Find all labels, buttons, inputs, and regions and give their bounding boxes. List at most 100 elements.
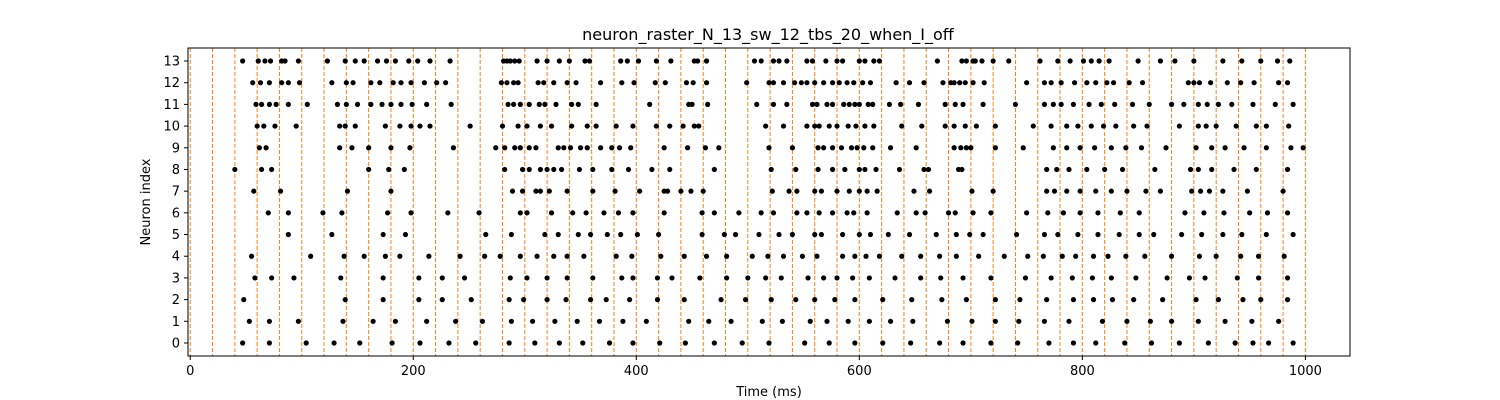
spike-marker xyxy=(629,253,635,259)
spike-marker xyxy=(1201,210,1207,216)
spike-marker xyxy=(980,101,986,107)
spike-marker xyxy=(739,340,745,346)
spike-marker xyxy=(541,80,547,86)
spike-marker xyxy=(534,58,540,64)
spike-marker xyxy=(887,318,894,324)
spike-marker xyxy=(1284,80,1291,86)
spike-marker xyxy=(619,275,625,281)
spike-marker xyxy=(711,340,717,346)
spike-marker xyxy=(537,166,543,173)
spike-marker xyxy=(406,58,412,64)
spike-marker xyxy=(1104,80,1110,86)
spike-marker xyxy=(940,80,946,86)
spike-marker xyxy=(1195,166,1201,173)
spike-marker xyxy=(267,58,274,64)
spike-marker xyxy=(524,210,530,216)
spike-marker xyxy=(544,58,550,64)
spike-marker xyxy=(254,123,260,129)
spike-marker xyxy=(864,210,870,216)
spike-marker xyxy=(908,340,914,346)
spike-marker xyxy=(846,188,852,194)
spike-marker xyxy=(1284,275,1291,281)
spike-marker xyxy=(992,318,998,324)
x-tick-label: 800 xyxy=(1070,364,1095,379)
spike-marker xyxy=(334,101,341,107)
y-tick-label: 5 xyxy=(172,228,180,243)
spike-marker xyxy=(990,58,996,64)
spike-marker xyxy=(502,166,508,173)
spike-marker xyxy=(776,58,782,64)
spike-marker xyxy=(505,101,511,107)
spike-marker xyxy=(814,253,820,259)
spike-marker xyxy=(266,80,273,86)
spike-marker xyxy=(962,123,968,129)
spike-marker xyxy=(1191,80,1197,86)
spike-marker xyxy=(963,297,969,303)
spike-marker xyxy=(256,145,262,151)
spike-marker xyxy=(329,231,335,238)
spike-marker xyxy=(690,80,696,86)
spike-marker xyxy=(816,123,822,129)
spike-marker xyxy=(1041,101,1048,107)
spike-marker xyxy=(856,188,862,194)
spike-marker xyxy=(906,80,913,86)
spike-marker xyxy=(1055,231,1061,238)
spike-marker xyxy=(498,80,504,86)
spike-marker xyxy=(668,58,674,64)
spike-marker xyxy=(976,253,982,259)
spike-marker xyxy=(409,101,415,107)
spike-marker xyxy=(979,58,985,64)
spike-marker xyxy=(534,253,540,259)
spike-marker xyxy=(558,166,565,173)
spike-marker xyxy=(1250,101,1256,107)
spike-marker xyxy=(1290,231,1296,238)
spike-marker xyxy=(630,340,636,346)
spike-marker xyxy=(829,80,836,86)
spike-marker xyxy=(604,231,610,238)
spike-marker xyxy=(468,297,474,303)
spike-marker xyxy=(1044,297,1050,303)
spike-marker xyxy=(483,231,489,238)
spike-marker xyxy=(667,166,673,173)
spike-marker xyxy=(343,80,349,86)
spike-marker xyxy=(1030,123,1036,129)
spike-marker xyxy=(934,58,940,64)
spike-marker xyxy=(918,253,924,259)
spike-marker xyxy=(257,80,264,86)
spike-marker xyxy=(263,145,269,151)
spike-marker xyxy=(812,231,818,238)
spike-marker xyxy=(408,123,414,129)
spike-marker xyxy=(1108,145,1114,151)
spike-marker xyxy=(804,58,810,64)
spike-marker xyxy=(852,101,858,107)
spike-marker xyxy=(1205,340,1211,346)
spike-marker xyxy=(1191,58,1197,64)
spike-marker xyxy=(1119,166,1126,173)
spike-marker xyxy=(295,318,302,324)
spike-marker xyxy=(896,166,903,173)
spike-marker xyxy=(1195,123,1201,129)
spike-marker xyxy=(1193,145,1199,151)
spike-marker xyxy=(1105,253,1111,259)
spike-marker xyxy=(1048,123,1054,129)
spike-marker xyxy=(473,340,479,346)
spike-marker xyxy=(992,123,998,129)
spike-marker xyxy=(603,297,609,303)
spike-marker xyxy=(1098,101,1104,107)
spike-marker xyxy=(1206,188,1213,194)
spike-marker xyxy=(1209,145,1215,151)
spike-marker xyxy=(809,101,816,107)
spike-marker xyxy=(1163,145,1169,151)
spike-marker xyxy=(1168,318,1175,324)
x-tick-label: 200 xyxy=(401,364,426,379)
spike-marker xyxy=(250,80,256,86)
spike-marker xyxy=(856,231,862,238)
spike-marker xyxy=(1066,318,1072,324)
spike-marker xyxy=(866,318,872,324)
spike-marker xyxy=(770,58,777,64)
spike-marker xyxy=(695,58,701,64)
spike-marker xyxy=(826,340,832,346)
spike-marker xyxy=(357,340,363,346)
spike-marker xyxy=(398,80,404,86)
spike-marker xyxy=(265,210,271,216)
